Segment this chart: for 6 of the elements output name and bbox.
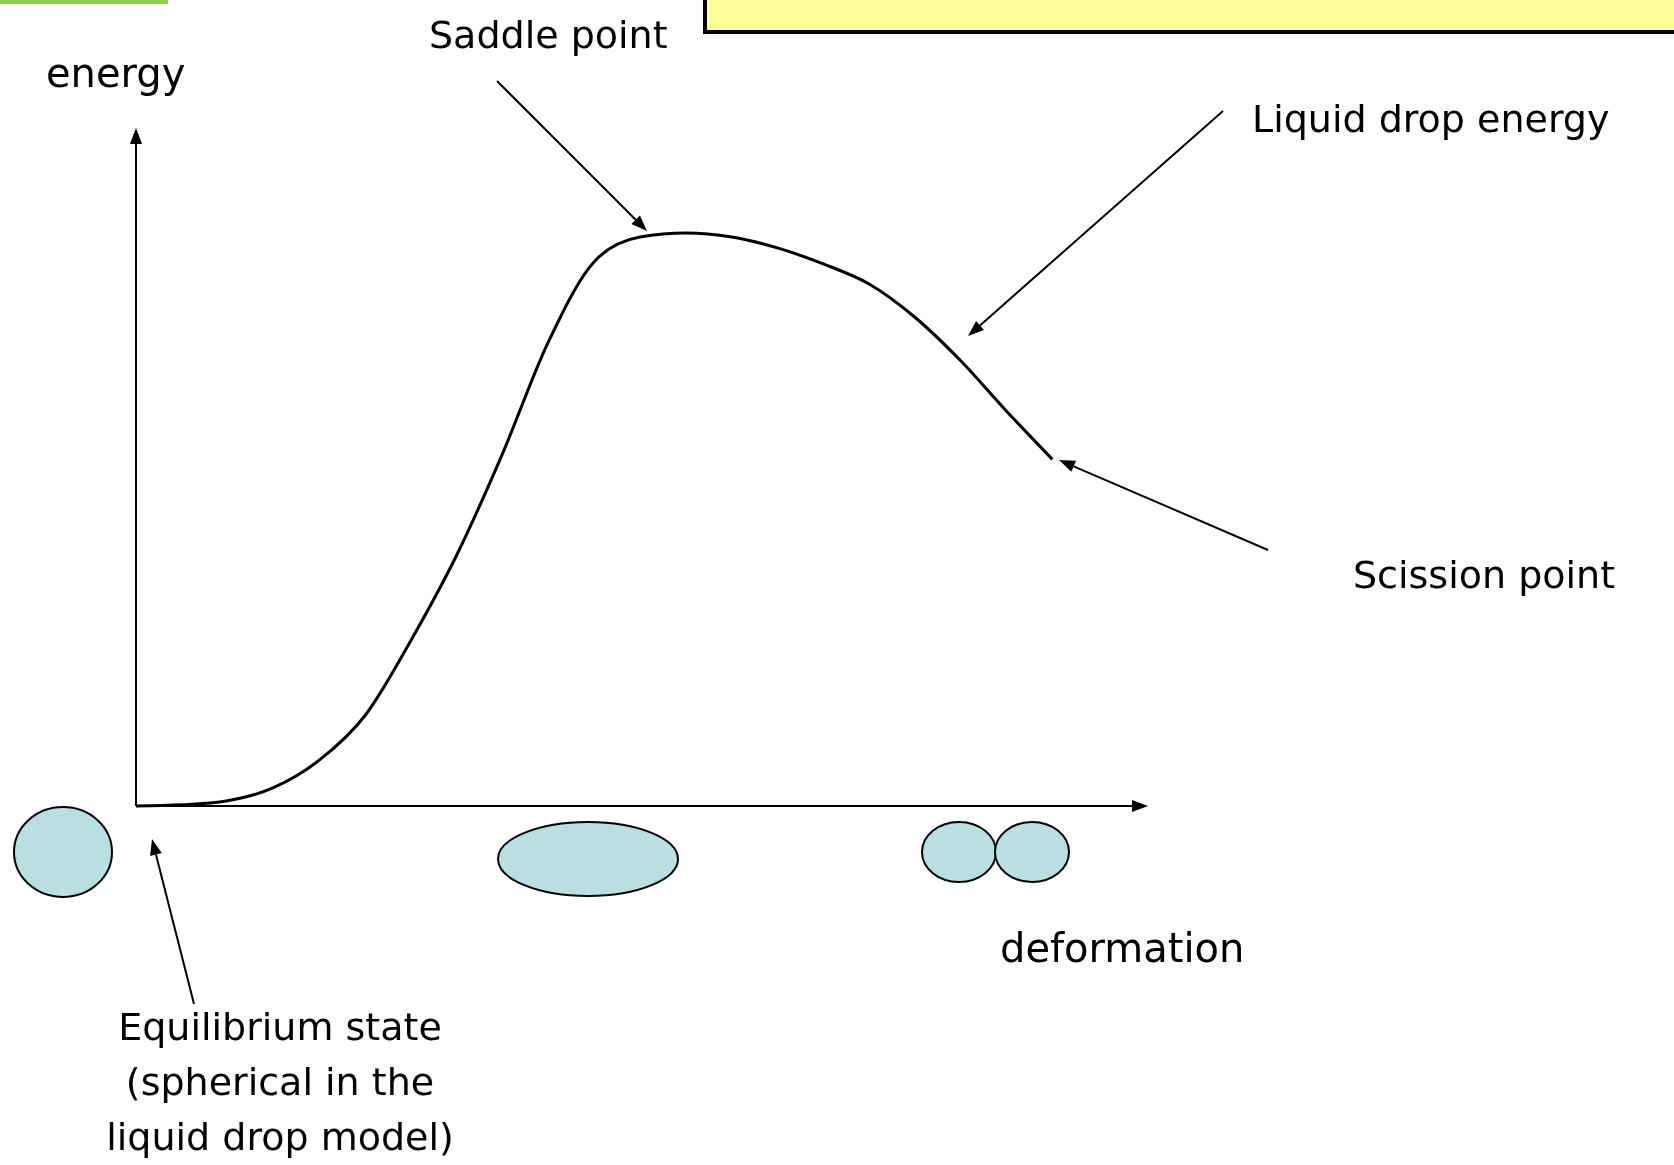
text: Scission point [1353, 552, 1616, 599]
text: Saddle point [429, 12, 668, 59]
text: Equilibrium state (spherical in the liquid drop model) [105, 1004, 455, 1162]
text: Liquid drop energy [1252, 96, 1610, 143]
x-axis-title: deformation [1000, 925, 1245, 971]
y-axis-title: energy [46, 50, 186, 96]
